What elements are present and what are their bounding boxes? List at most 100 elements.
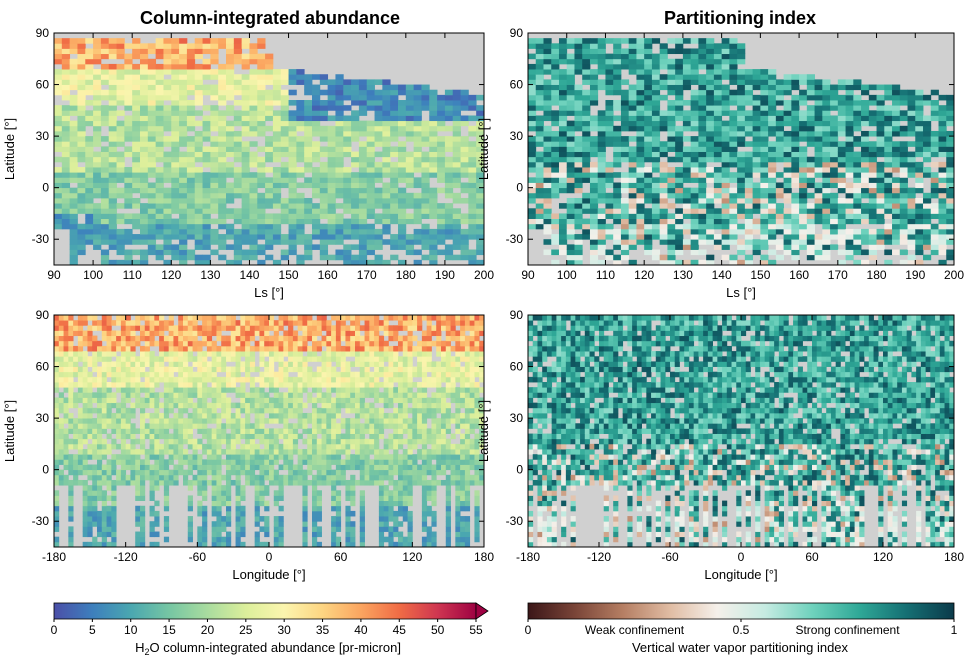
heatmap-cell (179, 218, 188, 225)
heatmap-cell (892, 234, 901, 240)
heatmap-cell (120, 443, 127, 450)
heatmap-cell (140, 69, 149, 75)
heatmap-cell (830, 146, 839, 152)
heatmap-cell (101, 330, 107, 337)
x-tick-label: 200 (944, 268, 964, 282)
heatmap-cell (452, 213, 461, 219)
heatmap-cell (659, 172, 668, 178)
heatmap-cell (413, 110, 422, 116)
heatmap-cell (452, 136, 461, 142)
heatmap-cell (304, 156, 313, 163)
heatmap-cell (744, 197, 754, 204)
heatmap-cell (149, 469, 155, 476)
heatmap-cell (806, 79, 815, 85)
heatmap-cell (87, 449, 93, 455)
heatmap-cell (845, 130, 854, 137)
heatmap-cell (405, 167, 415, 173)
heatmap-cell (845, 79, 854, 85)
heatmap-cell (682, 244, 692, 250)
heatmap-cell (178, 464, 184, 471)
heatmap-cell (159, 412, 165, 419)
heatmap-cell (304, 100, 313, 106)
heatmap-cell (822, 120, 831, 127)
heatmap-cell (589, 38, 599, 44)
heatmap-cell (272, 187, 282, 194)
heatmap-cell (163, 110, 172, 116)
heatmap-cell (87, 407, 93, 414)
heatmap-cell (566, 151, 575, 158)
heatmap-cell (636, 110, 645, 116)
heatmap-cell (85, 120, 94, 127)
heatmap-cell (54, 213, 63, 219)
heatmap-cell (613, 203, 622, 209)
heatmap-cell (135, 371, 141, 378)
heatmap-cell (159, 474, 165, 481)
heatmap-cell (814, 213, 823, 219)
heatmap-cell (791, 156, 800, 163)
heatmap-cell (636, 136, 645, 142)
heatmap-cell (744, 182, 754, 189)
heatmap-cell (210, 136, 219, 142)
heatmap-cell (197, 361, 203, 367)
heatmap-cell (173, 454, 179, 460)
heatmap-cell (116, 53, 125, 60)
heatmap-cell (54, 433, 60, 440)
heatmap-cell (178, 423, 184, 429)
heatmap-cell (312, 115, 321, 122)
heatmap-cell (444, 141, 454, 147)
heatmap-cell (125, 433, 131, 440)
heatmap-cell (884, 228, 893, 235)
heatmap-cell (721, 197, 730, 204)
heatmap-cell (163, 490, 170, 496)
heatmap-cell (194, 187, 203, 194)
heatmap-cell (173, 479, 179, 486)
heatmap-cell (241, 58, 250, 65)
heatmap-cell (405, 151, 415, 158)
heatmap-cell (85, 63, 94, 70)
heatmap-cell (876, 203, 885, 209)
heatmap-cell (140, 172, 149, 178)
heatmap-cell (574, 187, 583, 194)
heatmap-cell (69, 249, 78, 256)
heatmap-cell (100, 79, 110, 85)
heatmap-cell (675, 63, 684, 70)
heatmap-cell (288, 74, 297, 80)
heatmap-cell (737, 48, 746, 55)
heatmap-cell (77, 428, 84, 434)
heatmap-cell (783, 187, 792, 194)
heatmap-cell (558, 151, 568, 158)
heatmap-cell (535, 130, 544, 137)
heatmap-cell (54, 69, 63, 75)
heatmap-cell (171, 203, 180, 209)
heatmap-cell (54, 130, 63, 137)
heatmap-cell (125, 345, 131, 352)
heatmap-cell (597, 110, 606, 116)
heatmap-cell (54, 407, 60, 414)
heatmap-cell (907, 151, 916, 158)
heatmap-cell (884, 89, 893, 96)
heatmap-cell (120, 464, 127, 471)
heatmap-cell (528, 38, 537, 44)
heatmap-cell (915, 228, 924, 235)
heatmap-cell (120, 345, 127, 352)
heatmap-cell (140, 79, 149, 85)
heatmap-cell (528, 100, 537, 106)
heatmap-cell (706, 120, 715, 127)
heatmap-cell (752, 151, 761, 158)
heatmap-cell (946, 187, 955, 194)
heatmap-cell (413, 213, 422, 219)
heatmap-cell (241, 100, 250, 106)
heatmap-cell (194, 254, 203, 261)
heatmap-cell (628, 53, 637, 60)
heatmap-cell (257, 105, 266, 111)
heatmap-cell (194, 136, 203, 142)
heatmap-cell (444, 177, 454, 183)
heatmap-cell (319, 151, 329, 158)
heatmap-cell (82, 382, 88, 388)
heatmap-cell (125, 397, 131, 404)
heatmap-cell (429, 146, 438, 152)
heatmap-cell (183, 459, 189, 465)
heatmap-cell (179, 244, 188, 250)
heatmap-cell (706, 115, 715, 122)
heatmap-cell (837, 239, 846, 245)
